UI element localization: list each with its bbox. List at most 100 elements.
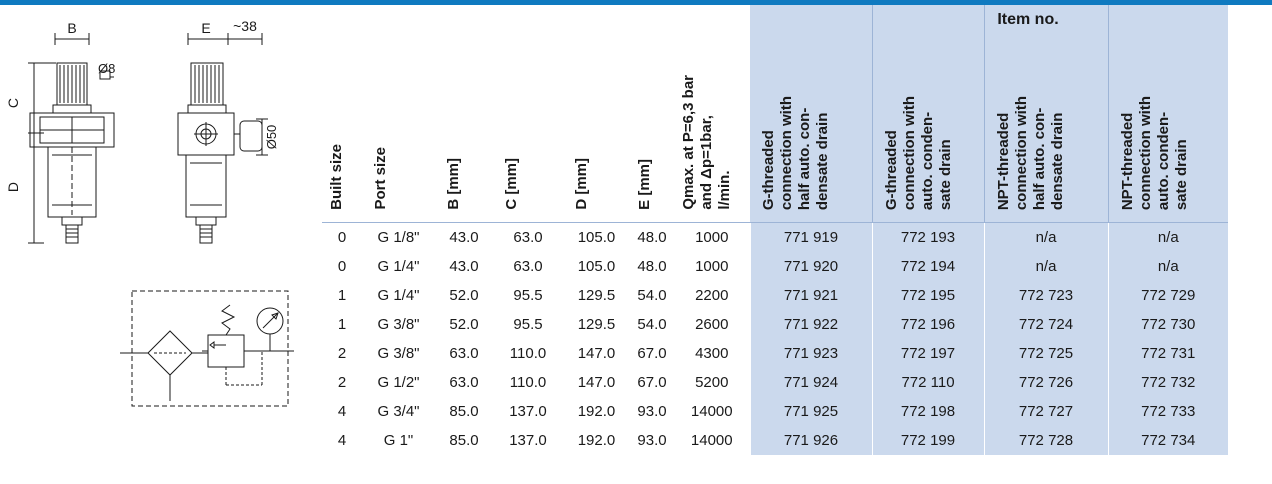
table-cell: n/a	[983, 222, 1108, 252]
table-cell: 772 199	[871, 426, 984, 455]
table-cell: 85.0	[435, 397, 493, 426]
table-cell: 105.0	[563, 252, 630, 281]
table-cell: 14000	[674, 426, 750, 455]
table-cell: 771 923	[749, 339, 872, 368]
dim-b-label: B	[67, 20, 76, 36]
table-cell: 54.0	[630, 281, 674, 310]
table-cell: 192.0	[563, 426, 630, 455]
col-npt-half-auto: NPT-threaded connection with half auto. …	[983, 5, 1108, 223]
table-cell: G 1/8"	[362, 222, 435, 252]
table-cell: G 3/8"	[362, 339, 435, 368]
dim-c-label: C	[5, 98, 21, 108]
table-cell: 771 919	[749, 222, 872, 252]
table-cell: 14000	[674, 397, 750, 426]
table-cell: G 1/4"	[362, 252, 435, 281]
table-cell: n/a	[1107, 222, 1228, 252]
table-cell: 772 723	[983, 281, 1108, 310]
table-cell: 192.0	[563, 397, 630, 426]
table-cell: 2200	[674, 281, 750, 310]
table-cell: 772 733	[1107, 397, 1228, 426]
table-cell: 771 924	[749, 368, 872, 397]
table-cell: 772 734	[1107, 426, 1228, 455]
table-cell: 48.0	[630, 222, 674, 252]
top-accent-bar	[0, 0, 1272, 5]
table-cell: 137.0	[493, 426, 563, 455]
table-cell: 129.5	[563, 281, 630, 310]
side-view-drawing	[177, 33, 268, 244]
table-cell: n/a	[1107, 252, 1228, 281]
table-cell: 63.0	[435, 339, 493, 368]
table-cell: 63.0	[493, 222, 563, 252]
table-cell: 772 727	[983, 397, 1108, 426]
pneumatic-symbol	[120, 290, 294, 407]
table-cell: 2	[322, 368, 362, 397]
col-qmax: Qmax. at P=6,3 bar and Δp=1bar, l/min.	[674, 5, 750, 223]
table-cell: 2	[322, 339, 362, 368]
table-cell: 93.0	[630, 397, 674, 426]
table-cell: 129.5	[563, 310, 630, 339]
item-no-header: Item no.	[997, 11, 1059, 28]
table-cell: 137.0	[493, 397, 563, 426]
col-b-mm: B [mm]	[435, 5, 493, 223]
table-cell: 1000	[674, 222, 750, 252]
table-cell: 772 729	[1107, 281, 1228, 310]
table-cell: 110.0	[493, 368, 563, 397]
table-cell: 771 926	[749, 426, 872, 455]
table-cell: 772 731	[1107, 339, 1228, 368]
table-cell: 95.5	[493, 310, 563, 339]
front-view-drawing	[28, 33, 115, 244]
table-cell: 147.0	[563, 368, 630, 397]
specification-table: Built size Port size B [mm] C [mm] D [mm…	[322, 5, 1228, 455]
table-cell: 43.0	[435, 252, 493, 281]
table-cell: 771 920	[749, 252, 872, 281]
dim-e-label: E	[201, 20, 210, 36]
table-cell: 93.0	[630, 426, 674, 455]
table-cell: 772 193	[871, 222, 984, 252]
col-g-half-auto: G-threaded connection with half auto. co…	[750, 5, 872, 223]
table-cell: 67.0	[630, 339, 674, 368]
table-cell: 0	[322, 222, 362, 252]
col-g-auto: Item no. G-threaded connection with auto.…	[871, 5, 1059, 223]
table-cell: 772 724	[983, 310, 1108, 339]
table-cell: 772 728	[983, 426, 1108, 455]
table-cell: 1	[322, 310, 362, 339]
dim-dia8-label: Ø8	[98, 61, 115, 76]
table-cell: G 3/8"	[362, 310, 435, 339]
table-cell: 4300	[674, 339, 750, 368]
col-npt-auto: NPT-threaded connection with auto. conde…	[1107, 5, 1228, 223]
table-cell: 63.0	[435, 368, 493, 397]
table-cell: n/a	[983, 252, 1108, 281]
col-d-mm: D [mm]	[563, 5, 630, 223]
table-cell: 1000	[674, 252, 750, 281]
table-cell: 771 925	[749, 397, 872, 426]
technical-drawing: B C D Ø8 E ~38 Ø50	[5, 18, 294, 407]
col-c-mm: C [mm]	[493, 5, 563, 223]
table-cell: 772 730	[1107, 310, 1228, 339]
table-cell: 771 922	[749, 310, 872, 339]
table-cell: 772 194	[871, 252, 984, 281]
table-cell: 772 197	[871, 339, 984, 368]
table-cell: 1	[322, 281, 362, 310]
dim-dia50-label: Ø50	[264, 125, 279, 150]
table-cell: 54.0	[630, 310, 674, 339]
table-cell: 772 726	[983, 368, 1108, 397]
dim-38-label: ~38	[233, 18, 257, 34]
table-cell: G 1"	[362, 426, 435, 455]
table-cell: 43.0	[435, 222, 493, 252]
table-cell: 85.0	[435, 426, 493, 455]
table-cell: 5200	[674, 368, 750, 397]
table-cell: 0	[322, 252, 362, 281]
table-cell: 147.0	[563, 339, 630, 368]
table-cell: G 1/4"	[362, 281, 435, 310]
table-cell: 4	[322, 397, 362, 426]
table-cell: 772 198	[871, 397, 984, 426]
table-cell: 48.0	[630, 252, 674, 281]
table-cell: G 1/2"	[362, 368, 435, 397]
table-cell: 772 725	[983, 339, 1108, 368]
